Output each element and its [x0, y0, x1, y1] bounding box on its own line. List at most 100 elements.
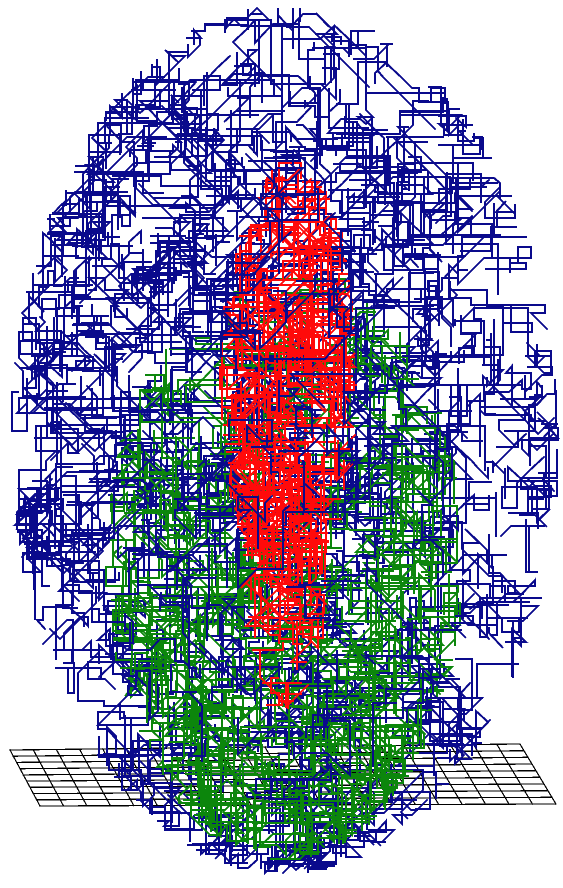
green-walk [342, 649, 386, 763]
blue-walk [482, 350, 515, 409]
blue-walk [528, 379, 561, 466]
green-walk [345, 449, 424, 519]
blue-walk [181, 437, 254, 499]
blue-walk [248, 504, 291, 578]
blue-walk [61, 475, 99, 555]
blue-walk [114, 718, 138, 791]
blue-walk [528, 449, 558, 498]
blue-walk [183, 233, 204, 306]
blue-walk [251, 435, 278, 473]
green-walk [405, 571, 436, 642]
red-walk [295, 483, 322, 542]
blue-walk [462, 528, 493, 589]
blue-walk [123, 528, 187, 576]
blue-walk [452, 223, 493, 287]
blue-walk [400, 697, 485, 751]
blue-walk [18, 382, 67, 525]
green-walk [176, 670, 286, 723]
green-walk [190, 738, 225, 811]
blue-walk [286, 277, 338, 321]
blue-walk [223, 63, 285, 123]
blue-walk [347, 733, 400, 814]
blue-walk [278, 437, 358, 461]
blue-walk [325, 423, 350, 458]
blue-walk [178, 284, 234, 330]
blue-walk [347, 188, 365, 209]
blue-walk [323, 49, 340, 83]
blue-walk [289, 8, 350, 57]
blue-walk [72, 277, 131, 326]
blue-walk [242, 63, 315, 216]
blue-walk [137, 27, 204, 142]
blue-walk [323, 211, 371, 254]
blue-walk [454, 319, 501, 395]
red-walk [239, 248, 291, 345]
blue-walk [414, 281, 504, 333]
blue-walk [420, 307, 436, 410]
blue-walk [230, 110, 324, 152]
blue-walk [372, 678, 424, 767]
blue-walk [251, 131, 304, 148]
green-walk [365, 638, 456, 697]
green-walk [320, 721, 373, 756]
green-walk [179, 672, 263, 776]
blue-walk [427, 398, 506, 499]
green-walk [258, 562, 384, 606]
blue-walk [239, 167, 306, 218]
green-walk [236, 733, 327, 770]
blue-walk [346, 815, 397, 843]
blue-walk [398, 353, 469, 440]
blue-walk [192, 182, 242, 252]
green-walk [248, 798, 310, 838]
blue-walk [331, 269, 367, 333]
red-walk [298, 607, 324, 639]
green-walk [147, 569, 237, 639]
blue-walk [185, 336, 231, 380]
blue-walk [466, 384, 559, 439]
green-walk [355, 453, 452, 498]
blue-walk [73, 254, 93, 313]
blue-walk [209, 280, 255, 403]
blue-walk [397, 615, 474, 639]
blue-walk [254, 19, 337, 102]
blue-walk [160, 557, 190, 606]
blue-walk [413, 504, 445, 577]
blue-walk [342, 238, 374, 288]
blue-walk [321, 580, 361, 599]
blue-walk [264, 157, 306, 214]
blue-walk [110, 243, 194, 335]
red-walk [266, 587, 302, 640]
blue-walk [82, 315, 153, 372]
red-walk [243, 602, 320, 640]
blue-walk [390, 333, 473, 379]
green-walk [177, 379, 238, 403]
blue-walk [462, 577, 528, 635]
red-walk [252, 642, 288, 706]
blue-walk [34, 606, 105, 664]
red-walk [287, 351, 351, 403]
blue-walk [89, 127, 144, 241]
blue-walk [20, 230, 79, 331]
red-walk [239, 224, 275, 259]
red-walk [266, 677, 294, 706]
blue-walk [11, 378, 86, 432]
blue-walk [358, 253, 418, 390]
blue-walk [138, 535, 210, 610]
blue-walk [25, 307, 73, 415]
blue-walk [317, 616, 348, 728]
blue-walk [85, 215, 113, 296]
blue-walk [241, 253, 268, 294]
green-walk [292, 794, 386, 850]
blue-walk [173, 580, 225, 677]
blue-walk [448, 257, 549, 331]
blue-walk [277, 8, 371, 89]
green-walk [323, 645, 376, 723]
green-walk [420, 585, 459, 651]
blue-walk [458, 306, 533, 364]
green-walk [139, 349, 167, 490]
green-walk [196, 684, 265, 733]
blue-walk [296, 280, 348, 311]
red-walk [231, 359, 282, 424]
blue-walk [220, 332, 263, 374]
blue-walk [52, 197, 103, 236]
